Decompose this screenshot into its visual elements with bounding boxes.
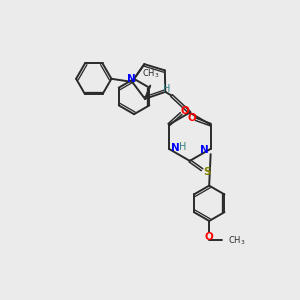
Text: N: N	[200, 145, 208, 155]
Text: O: O	[187, 113, 196, 123]
Text: H: H	[163, 84, 170, 94]
Text: CH$_3$: CH$_3$	[142, 67, 160, 80]
Text: N: N	[127, 74, 136, 84]
Text: N: N	[171, 142, 180, 153]
Text: S: S	[204, 167, 211, 177]
Text: O: O	[181, 106, 190, 116]
Text: O: O	[205, 232, 214, 242]
Text: H: H	[179, 142, 186, 152]
Text: CH$_3$: CH$_3$	[228, 234, 246, 247]
